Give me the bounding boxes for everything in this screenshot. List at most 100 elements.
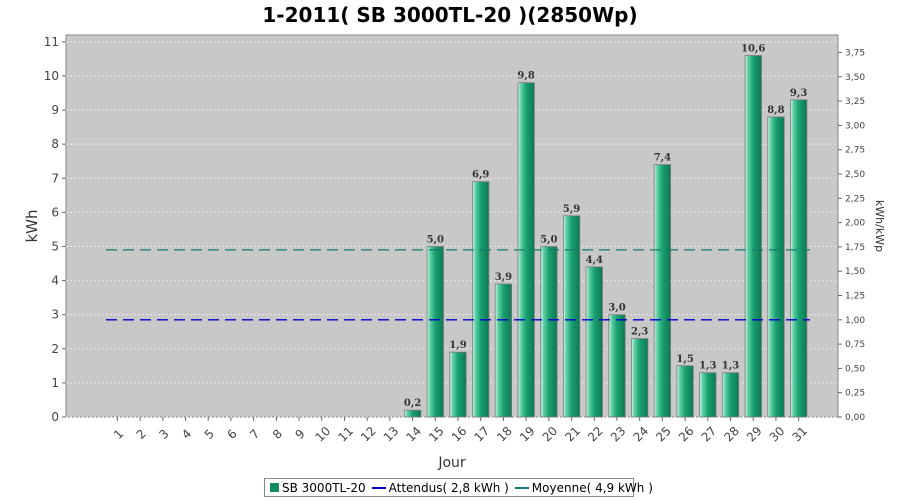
y-axis-label: kWh <box>23 209 41 242</box>
y-tick-label: 4 <box>51 274 59 288</box>
y-right-tick-label: 1,25 <box>845 291 865 301</box>
x-tick-label: 6 <box>224 427 239 442</box>
bar-value-label: 9,3 <box>790 88 807 99</box>
legend-swatch-icon <box>270 483 279 492</box>
legend: SB 3000TL-20 Attendus( 2,8 kWh ) Moyenne… <box>264 478 653 497</box>
x-tick-label: 24 <box>631 424 652 445</box>
x-tick-label: 16 <box>449 424 470 445</box>
legend-item-moyenne: Moyenne( 4,9 kWh ) <box>514 480 653 495</box>
x-tick-label: 11 <box>335 424 356 445</box>
x-tick-label: 20 <box>540 424 561 445</box>
y-right-tick-label: 0,75 <box>845 340 865 350</box>
legend-line-icon <box>371 486 386 489</box>
y-tick-label: 8 <box>51 137 59 151</box>
x-tick-label: 1 <box>111 427 126 442</box>
bar-value-label: 7,4 <box>654 153 671 164</box>
x-tick-label: 29 <box>744 424 765 445</box>
y-tick-label: 10 <box>44 69 59 83</box>
y-axis-right-label: kWh/kWp <box>873 200 886 252</box>
bar <box>721 372 740 418</box>
y-right-tick-label: 3,50 <box>845 73 865 83</box>
x-tick-label: 21 <box>562 424 583 445</box>
bar-value-label: 1,3 <box>699 361 716 372</box>
y-tick-label: 0 <box>51 410 59 424</box>
bar-value-label: 5,0 <box>540 235 557 246</box>
y-right-tick-label: 1,50 <box>845 267 865 277</box>
x-tick-label: 30 <box>767 424 788 445</box>
y-right-tick-label: 3,75 <box>845 48 865 58</box>
bar-value-label: 1,3 <box>722 361 739 372</box>
x-tick-label: 12 <box>358 424 379 445</box>
y-right-tick-label: 2,50 <box>845 170 865 180</box>
x-tick-label: 4 <box>179 427 194 442</box>
x-tick-label: 2 <box>134 427 149 442</box>
y-tick-label: 5 <box>51 239 59 253</box>
y-tick-label: 7 <box>51 171 59 185</box>
bar <box>426 246 444 418</box>
bar <box>608 314 626 418</box>
bar <box>449 351 467 418</box>
y-right-tick-label: 2,25 <box>845 194 865 204</box>
bar-value-label: 3,9 <box>495 272 512 283</box>
bar-value-label: 10,6 <box>741 44 765 55</box>
bar <box>403 409 422 418</box>
legend-label: Moyenne( 4,9 kWh ) <box>531 480 653 495</box>
chart-title: 1-2011( SB 3000TL-20 )(2850Wp) <box>262 3 638 27</box>
bar <box>653 164 672 418</box>
x-tick-label: 5 <box>202 427 217 442</box>
bar <box>540 246 558 418</box>
y-right-tick-label: 3,25 <box>845 97 865 107</box>
y-tick-label: 11 <box>44 35 59 49</box>
bar-value-label: 9,8 <box>517 71 534 82</box>
y-tick-label: 2 <box>51 342 59 356</box>
bar-value-label: 1,9 <box>449 340 466 351</box>
y-tick-label: 9 <box>51 103 59 117</box>
x-axis-label: Jour <box>437 455 466 471</box>
legend-line-icon <box>514 486 529 489</box>
y-tick-label: 6 <box>51 205 59 219</box>
bar <box>585 266 603 418</box>
bars: 0,2 5,0 1,9 6,9 3,9 9,8 5,0 5,9 4,4 3,0 2,3 7,4 1,5 1… <box>404 44 807 418</box>
x-tick-label: 15 <box>426 424 447 445</box>
bar <box>744 55 762 418</box>
x-tick-label: 7 <box>247 427 262 442</box>
y-right-tick-label: 1,75 <box>845 243 865 253</box>
bar <box>631 338 649 418</box>
y-right-tick-label: 3,00 <box>845 121 865 131</box>
y-tick-label: 1 <box>51 376 59 390</box>
x-tick-label: 18 <box>494 424 515 445</box>
bar-value-label: 8,8 <box>767 105 784 116</box>
x-tick-label: 17 <box>472 424 493 445</box>
legend-item-attendus: Attendus( 2,8 kWh ) <box>371 480 509 495</box>
x-tick-label: 14 <box>403 424 424 445</box>
x-tick-label: 26 <box>676 424 697 445</box>
x-tick-label: 31 <box>789 424 810 445</box>
bar <box>767 116 785 418</box>
bar <box>563 215 581 418</box>
y-right-tick-label: 0,50 <box>845 364 865 374</box>
y-right-tick-label: 2,00 <box>845 219 865 229</box>
x-tick-label: 9 <box>293 427 308 442</box>
bar <box>790 99 808 418</box>
x-tick-label: 10 <box>313 424 334 445</box>
x-tick-label: 8 <box>270 427 285 442</box>
bar-value-label: 5,0 <box>427 235 444 246</box>
legend-label: Attendus( 2,8 kWh ) <box>388 480 509 495</box>
bar-value-label: 3,0 <box>608 303 625 314</box>
y-right-tick-label: 1,00 <box>845 316 865 326</box>
bar-value-label: 4,4 <box>586 255 603 266</box>
y-right-tick-label: 0,00 <box>845 413 865 423</box>
x-tick-label: 28 <box>721 424 742 445</box>
x-tick-label: 13 <box>381 424 402 445</box>
bar-value-label: 0,2 <box>404 398 421 409</box>
bar-value-label: 5,9 <box>563 204 580 215</box>
bar-value-label: 2,3 <box>631 327 648 338</box>
y-right-tick-label: 0,25 <box>845 389 865 399</box>
x-tick-label: 19 <box>517 424 538 445</box>
x-tick-label: 25 <box>653 424 674 445</box>
y-tick-label: 3 <box>51 308 59 322</box>
x-tick-label: 22 <box>585 424 606 445</box>
legend-label: SB 3000TL-20 <box>282 480 366 495</box>
bar-value-label: 6,9 <box>472 170 489 181</box>
